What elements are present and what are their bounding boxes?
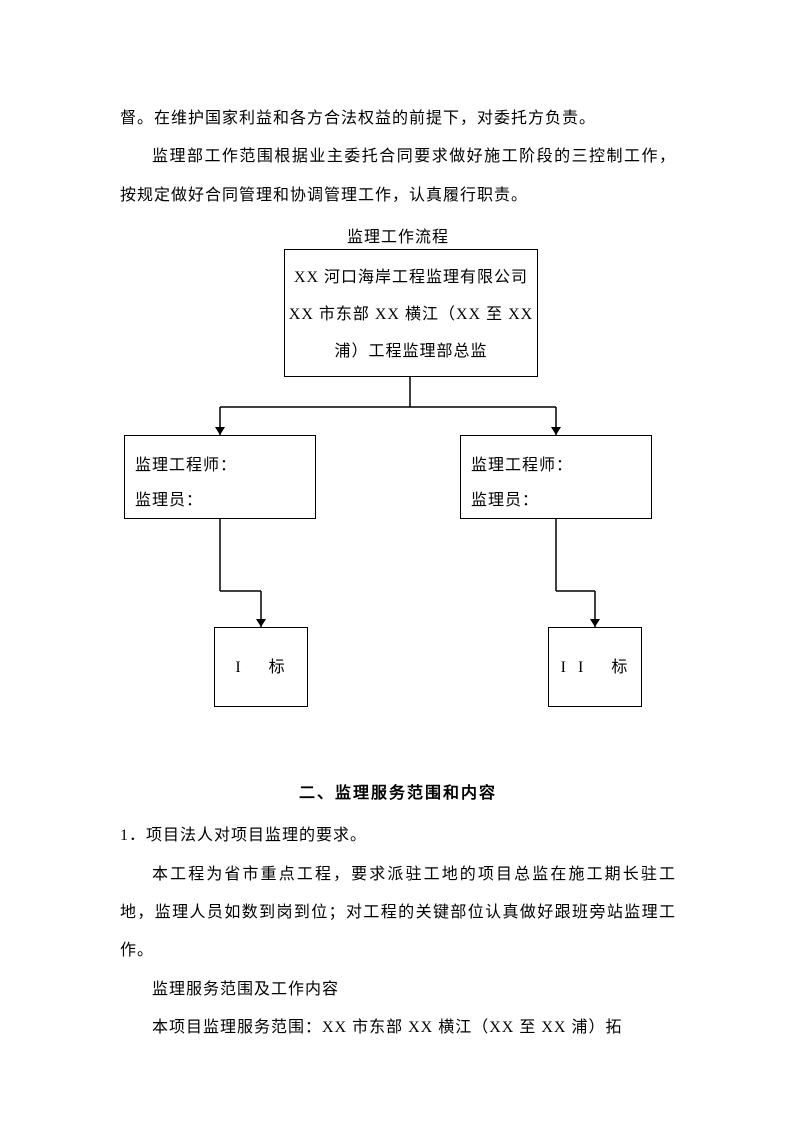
- flowchart-bottom-left-box: I 标: [214, 627, 308, 707]
- top-box-line3: 浦）工程监理部总监: [285, 334, 537, 371]
- section-2-item1: 1．项目法人对项目监理的要求。: [120, 817, 676, 855]
- flowchart: XX 河口海岸工程监理有限公司 XX 市东部 XX 横江（XX 至 XX 浦）工…: [120, 249, 676, 759]
- section-2-sub1: 监理服务范围及工作内容: [120, 971, 676, 1009]
- mid-right-line2: 监理员：: [471, 483, 641, 518]
- top-box-line1: XX 河口海岸工程监理有限公司: [285, 260, 537, 297]
- mid-left-line2: 监理员：: [135, 483, 305, 518]
- mid-left-line1: 监理工程师：: [135, 448, 305, 483]
- flowchart-top-box: XX 河口海岸工程监理有限公司 XX 市东部 XX 横江（XX 至 XX 浦）工…: [284, 249, 538, 377]
- section-2-para2: 本项目监理服务范围：XX 市东部 XX 横江（XX 至 XX 浦）拓: [120, 1009, 676, 1047]
- top-box-line2: XX 市东部 XX 横江（XX 至 XX: [285, 297, 537, 334]
- mid-right-line1: 监理工程师：: [471, 448, 641, 483]
- flowchart-mid-right-box: 监理工程师： 监理员：: [460, 435, 652, 519]
- section-2-para1: 本工程为省市重点工程，要求派驻工地的项目总监在施工期长驻工地，监理人员如数到岗到…: [120, 856, 676, 971]
- flowchart-title: 监理工作流程: [120, 223, 676, 247]
- paragraph-2: 监理部工作范围根据业主委托合同要求做好施工阶段的三控制工作，按规定做好合同管理和…: [120, 138, 676, 215]
- paragraph-1: 督。在维护国家利益和各方合法权益的前提下，对委托方负责。: [120, 100, 676, 138]
- flowchart-mid-left-box: 监理工程师： 监理员：: [124, 435, 316, 519]
- section-2-heading: 二、监理服务范围和内容: [120, 779, 676, 803]
- flowchart-bottom-right-box: II 标: [548, 627, 642, 707]
